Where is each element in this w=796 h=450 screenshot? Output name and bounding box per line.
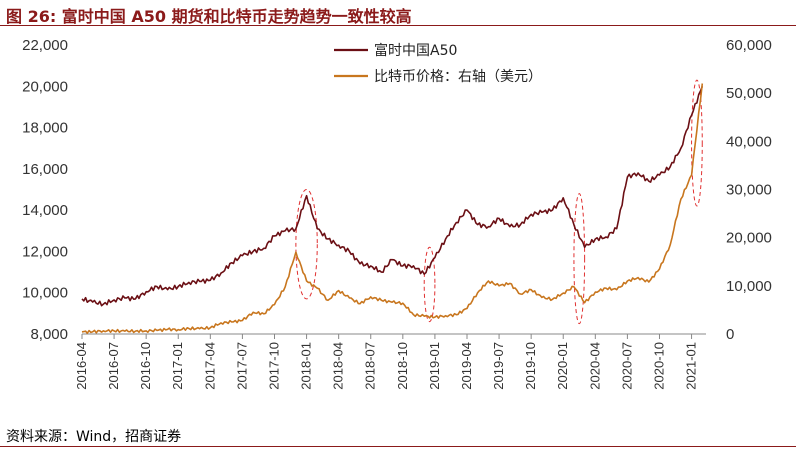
y-right-tick-label: 30,000: [726, 182, 772, 199]
y-right-tick-label: 10,000: [726, 278, 772, 295]
x-tick-label: 2018-07: [363, 342, 378, 390]
x-tick-label: 2021-01: [684, 342, 699, 390]
y-right-tick-label: 50,000: [726, 85, 772, 102]
y-left-tick-label: 14,000: [22, 202, 68, 219]
chart-series: [81, 83, 704, 334]
chart-axes: 8,000 10,000 12,000 14,000 16,000 18,000 20,00…: [22, 37, 772, 390]
y-left-tick-label: 8,000: [30, 326, 68, 343]
series-line-a50: [81, 86, 704, 307]
x-tick-label: 2020-01: [555, 342, 570, 390]
highlight-ellipse: [423, 246, 436, 323]
x-tick-label: 2019-01: [427, 342, 442, 390]
source-note: 资料来源：Wind，招商证券: [6, 429, 182, 445]
x-tick-label: 2018-04: [331, 342, 346, 390]
x-tick-label: 2020-04: [587, 342, 602, 390]
x-tick-label: 2017-10: [266, 342, 281, 390]
highlight-ellipses: [295, 79, 703, 325]
y-right-tick-label: 60,000: [726, 37, 772, 54]
x-tick-label: 2019-10: [523, 342, 538, 390]
x-tick-label: 2016-10: [138, 342, 153, 390]
line-chart: 8,000 10,000 12,000 14,000 16,000 18,000 20,00…: [22, 37, 772, 390]
x-tick-label: 2019-07: [491, 342, 506, 390]
y-right-tick-label: 40,000: [726, 133, 772, 150]
highlight-ellipse: [295, 189, 318, 300]
x-tick-label: 2017-01: [170, 342, 185, 390]
y-right-tick-label: 20,000: [726, 230, 772, 247]
y-left-tick-label: 10,000: [22, 285, 68, 302]
bottom-rule: [0, 446, 796, 447]
y-left-tick-label: 12,000: [22, 243, 68, 260]
x-tick-label: 2020-07: [619, 342, 634, 390]
y-left-tick-label: 18,000: [22, 120, 68, 137]
highlight-ellipse: [691, 79, 703, 207]
legend-label: 富时中国A50: [374, 42, 457, 59]
x-tick-label: 2016-04: [74, 342, 89, 390]
x-tick-label: 2017-04: [202, 342, 217, 390]
x-tick-label: 2018-10: [395, 342, 410, 390]
x-tick-label: 2018-01: [299, 342, 314, 390]
figure-title: 图 26: 富时中国 A50 期货和比特币走势趋势一致性较高: [6, 7, 412, 26]
highlight-ellipse: [573, 193, 586, 325]
x-tick-label: 2017-07: [234, 342, 249, 390]
chart-legend: 富时中国A50 比特币价格：右轴（美元）: [334, 42, 542, 85]
x-tick-label: 2019-04: [459, 342, 474, 390]
figure-title-bar: 图 26: 富时中国 A50 期货和比特币走势趋势一致性较高: [0, 0, 796, 26]
x-tick-label: 2016-07: [106, 342, 121, 390]
y-right-tick-label: 0: [726, 326, 734, 343]
x-tick-label: 2020-10: [651, 342, 666, 390]
y-left-tick-label: 16,000: [22, 161, 68, 178]
y-left-tick-label: 20,000: [22, 78, 68, 95]
series-line-btc: [81, 83, 704, 334]
y-left-tick-label: 22,000: [22, 37, 68, 54]
legend-label: 比特币价格：右轴（美元）: [374, 69, 542, 85]
